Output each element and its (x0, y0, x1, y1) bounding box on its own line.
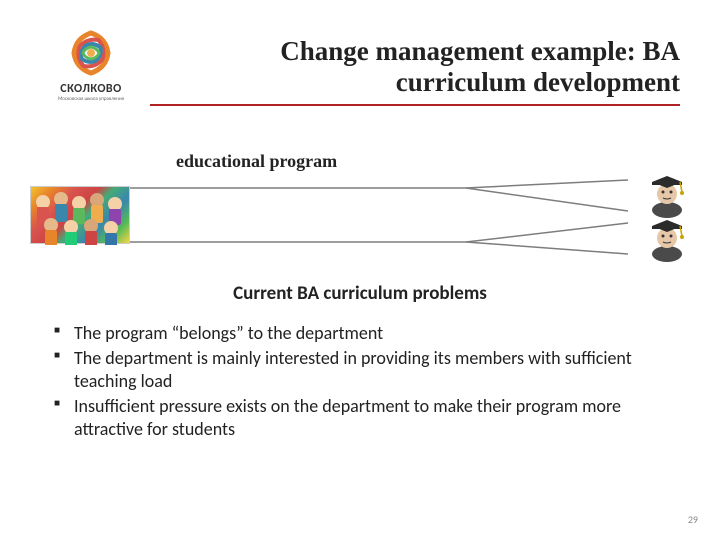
title-line-2: curriculum development (396, 67, 680, 97)
funnel-diagram (30, 178, 690, 258)
section-subtitle: Current BA curriculum problems (0, 282, 720, 305)
page-number: 29 (688, 513, 698, 526)
bullet-item: The department is mainly interested in p… (54, 347, 666, 393)
bullet-item: The program “belongs” to the department (54, 322, 666, 345)
logo-swirl-icon (66, 28, 116, 78)
slide-title: Change management example: BA curriculum… (150, 36, 680, 106)
title-line-1: Change management example: BA (280, 36, 680, 66)
diagram-label: educational program (176, 151, 337, 172)
logo-text: СКОЛКОВО (36, 82, 146, 96)
logo: СКОЛКОВО Московская школа управления (36, 28, 146, 102)
title-underline (150, 104, 680, 106)
graduate-icon (644, 216, 690, 262)
bullet-item: Insufficient pressure exists on the depa… (54, 395, 666, 441)
graduate-icon (644, 172, 690, 218)
bullet-list: The program “belongs” to the department … (54, 322, 666, 443)
logo-subtext: Московская школа управления (36, 96, 146, 102)
funnel-shape-icon (126, 178, 636, 256)
crowd-image-icon (30, 186, 130, 244)
